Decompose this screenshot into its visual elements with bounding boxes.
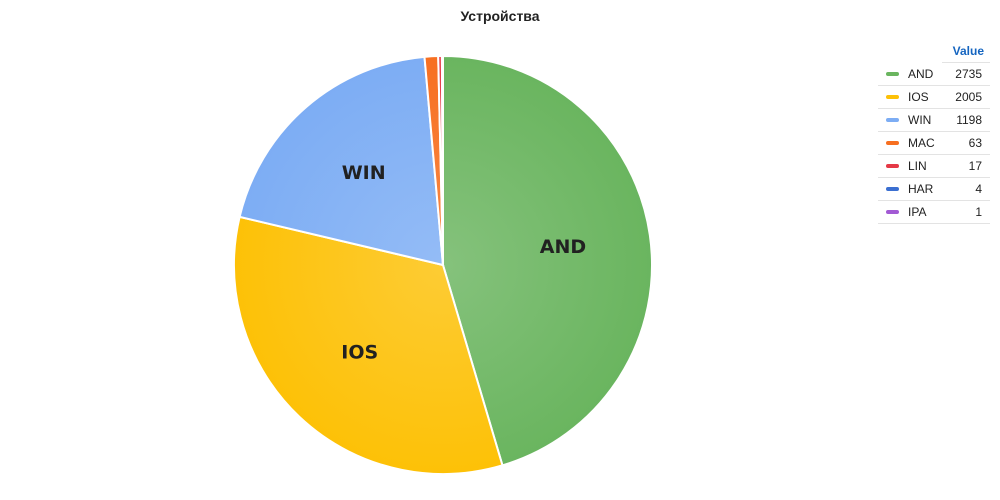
slice-label-ios: IOS	[341, 342, 378, 364]
legend-row-and[interactable]: AND 2735	[878, 63, 990, 86]
legend-value: 4	[975, 182, 982, 196]
legend-header-label: Value	[952, 44, 984, 58]
legend-name: MAC	[908, 136, 935, 150]
legend-row-mac[interactable]: MAC 63	[878, 132, 990, 155]
legend-row-win[interactable]: WIN 1198	[878, 109, 990, 132]
legend-row-har[interactable]: HAR 4	[878, 178, 990, 201]
legend-swatch	[886, 187, 899, 191]
legend-name: HAR	[908, 182, 934, 196]
legend-value: 1	[975, 205, 982, 219]
pie-slice-win[interactable]	[238, 55, 445, 267]
pie-slice-ios[interactable]	[233, 215, 504, 475]
legend-value: 2005	[955, 90, 982, 104]
legend-name: AND	[908, 67, 934, 81]
legend-name: IOS	[908, 90, 929, 104]
legend-swatch	[886, 141, 899, 145]
slice-label-win: WIN	[342, 162, 386, 184]
pie-slice-and[interactable]	[442, 54, 653, 467]
legend: Value AND 2735 IOS 2005 WIN 1198 MAC 63 LIN 17 HAR…	[878, 40, 990, 224]
legend-value: 2735	[955, 67, 982, 81]
legend-name: IPA	[908, 205, 927, 219]
legend-value: 63	[968, 136, 982, 150]
chart-title: Устройства	[460, 8, 540, 24]
legend-row-ipa[interactable]: IPA 1	[878, 201, 990, 224]
legend-name: LIN	[908, 159, 927, 173]
legend-value: 1198	[956, 113, 982, 127]
legend-swatch	[886, 210, 899, 214]
legend-value: 17	[968, 159, 982, 173]
legend-header: Value	[942, 40, 990, 63]
legend-name: WIN	[908, 113, 932, 127]
legend-swatch	[886, 95, 899, 99]
legend-row-lin[interactable]: LIN 17	[878, 155, 990, 178]
legend-swatch	[886, 118, 899, 122]
legend-row-ios[interactable]: IOS 2005	[878, 86, 990, 109]
slice-label-and: AND	[540, 236, 586, 258]
legend-swatch	[886, 72, 899, 76]
legend-swatch	[886, 164, 899, 168]
